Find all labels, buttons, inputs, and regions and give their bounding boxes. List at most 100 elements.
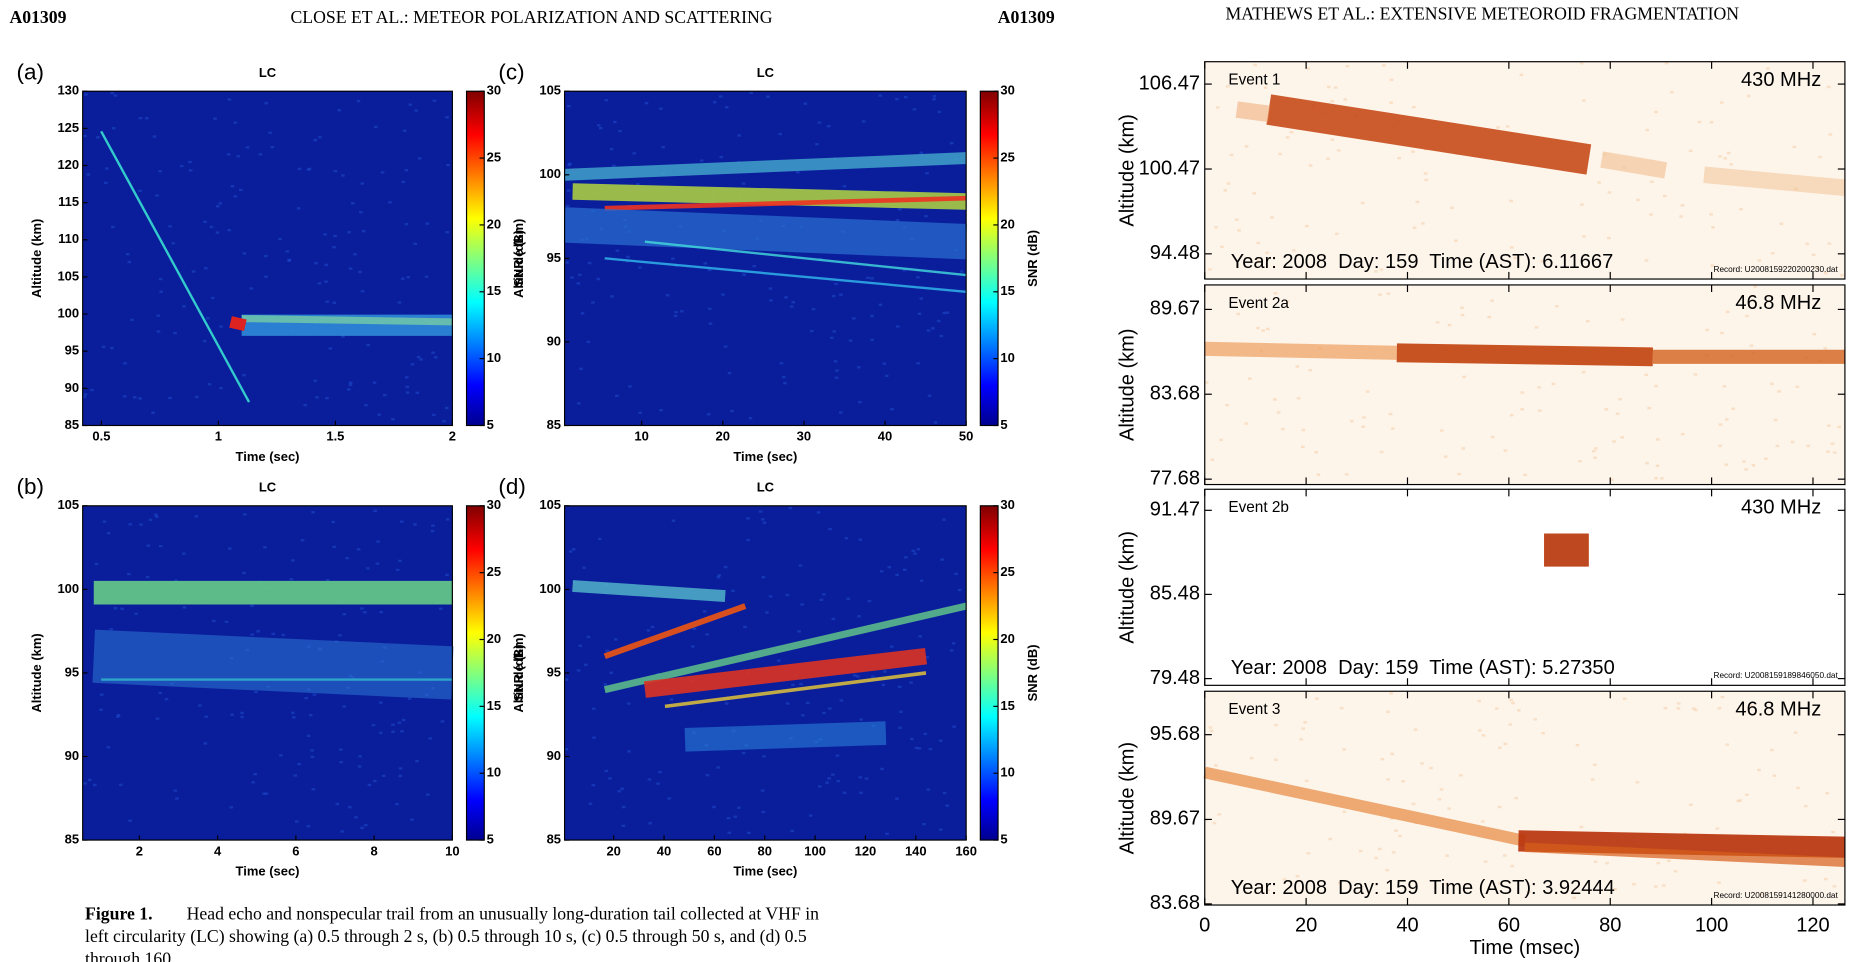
heatmap-speckle <box>801 714 805 717</box>
heatmap-speckle <box>105 167 109 170</box>
heatmap-streak <box>684 721 887 752</box>
echo-speckle <box>1295 365 1300 368</box>
heatmap-speckle <box>831 294 836 298</box>
plot-frame <box>1204 488 1846 686</box>
x-tick-label: 0 <box>1199 915 1210 937</box>
heatmap-speckle <box>568 550 573 553</box>
echo-speckle <box>1772 774 1777 777</box>
frequency-label: 430 MHz <box>1741 496 1821 518</box>
heatmap-speckle <box>331 520 336 524</box>
heatmap-speckle <box>582 566 586 569</box>
heatmap-speckle <box>375 562 380 565</box>
x-tick-label: 120 <box>1796 915 1829 937</box>
heatmap-speckle <box>945 311 950 314</box>
echo-speckle <box>1729 163 1734 166</box>
heatmap-speckle <box>401 718 406 722</box>
echo-speckle <box>1362 416 1366 419</box>
echo-speckle <box>1460 306 1464 309</box>
echo-speckle <box>1593 447 1598 450</box>
echo-speckle <box>1225 403 1229 407</box>
echo-speckle <box>1360 201 1365 205</box>
echo-speckle <box>1253 63 1257 67</box>
y-tick-label: 106.47 <box>1139 72 1200 94</box>
colorbar-tick-label: 30 <box>1000 497 1014 512</box>
x-axis-label: Time (sec) <box>733 449 797 464</box>
echo-speckle <box>1581 370 1586 374</box>
echo-speckle <box>1389 817 1394 820</box>
heatmap-speckle <box>256 630 260 633</box>
echo-speckle <box>1306 67 1311 70</box>
echo-speckle <box>1379 450 1384 454</box>
heatmap-speckle <box>591 707 596 710</box>
echo-speckle <box>1676 702 1681 705</box>
heatmap-speckle <box>356 99 361 103</box>
echo-speckle <box>1697 120 1702 124</box>
heatmap-speckle <box>159 290 163 293</box>
echo-speckle <box>1724 463 1729 466</box>
echo-speckle <box>1308 369 1313 372</box>
heatmap-speckle <box>586 340 591 344</box>
y-axis-label: Altitude (km) <box>511 219 526 298</box>
heatmap-speckle <box>213 117 217 120</box>
echo-speckle <box>1374 856 1378 860</box>
heatmap-speckle <box>215 231 220 234</box>
heatmap-speckle <box>571 548 576 551</box>
heatmap-speckle <box>311 788 316 791</box>
heatmap-speckle <box>342 613 347 616</box>
x-tick-label: 140 <box>905 843 927 858</box>
heatmap-speckle <box>576 669 581 672</box>
echo-speckle <box>1296 397 1301 400</box>
heatmap-speckle <box>345 556 349 560</box>
heatmap-speckle <box>354 816 358 819</box>
echo-background <box>1204 489 1845 686</box>
heatmap-speckle <box>264 254 268 258</box>
y-tick-label: 105 <box>57 268 79 283</box>
heatmap-speckle <box>587 261 592 265</box>
echo-speckle <box>1505 125 1510 128</box>
echo-speckle <box>1445 854 1449 857</box>
heatmap-speckle <box>822 711 826 715</box>
heatmap-speckle <box>424 275 429 278</box>
x-tick-label: 0.5 <box>92 429 110 444</box>
echo-streak <box>1600 151 1668 179</box>
echo-speckle <box>1779 222 1784 225</box>
heatmap-speckle <box>361 229 366 233</box>
echo-speckle <box>1837 425 1841 429</box>
heatmap-speckle <box>289 578 294 581</box>
heatmap-speckle <box>155 515 159 519</box>
heatmap-speckle <box>87 778 92 782</box>
heatmap-speckle <box>902 269 907 272</box>
y-tick-label: 105 <box>539 83 561 98</box>
heatmap-background <box>564 91 967 426</box>
heatmap-speckle <box>341 335 345 338</box>
heatmap-speckle <box>705 633 709 636</box>
echo-speckle <box>1751 464 1756 467</box>
echo-speckle <box>1769 382 1774 386</box>
echo-speckle <box>1645 462 1649 465</box>
heatmap-speckle <box>942 311 947 315</box>
echo-speckle <box>1344 473 1349 476</box>
x-tick-label: 40 <box>1396 915 1418 937</box>
echo-speckle <box>1622 697 1627 700</box>
echo-speckle <box>1632 882 1636 886</box>
heatmap-speckle <box>781 375 786 379</box>
heatmap-speckle <box>897 685 902 689</box>
heatmap-speckle <box>337 109 341 112</box>
heatmap-speckle <box>268 131 272 134</box>
heatmap-speckle <box>156 314 161 317</box>
echo-speckle <box>1663 194 1667 198</box>
echo-streak <box>1396 343 1654 367</box>
heatmap-speckle <box>364 404 368 407</box>
heatmap-speckle <box>415 759 419 763</box>
heatmap-speckle <box>164 697 169 701</box>
heatmap-speckle <box>783 381 787 385</box>
heatmap-speckle <box>113 607 118 610</box>
echo-speckle <box>1519 73 1524 77</box>
heatmap-speckle <box>174 579 178 582</box>
echo-speckle <box>1266 888 1270 892</box>
heatmap-speckle <box>926 329 931 332</box>
heatmap-speckle <box>236 155 241 158</box>
heatmap-speckle <box>371 723 376 727</box>
heatmap-speckle <box>138 116 143 120</box>
heatmap-speckle <box>413 242 418 246</box>
